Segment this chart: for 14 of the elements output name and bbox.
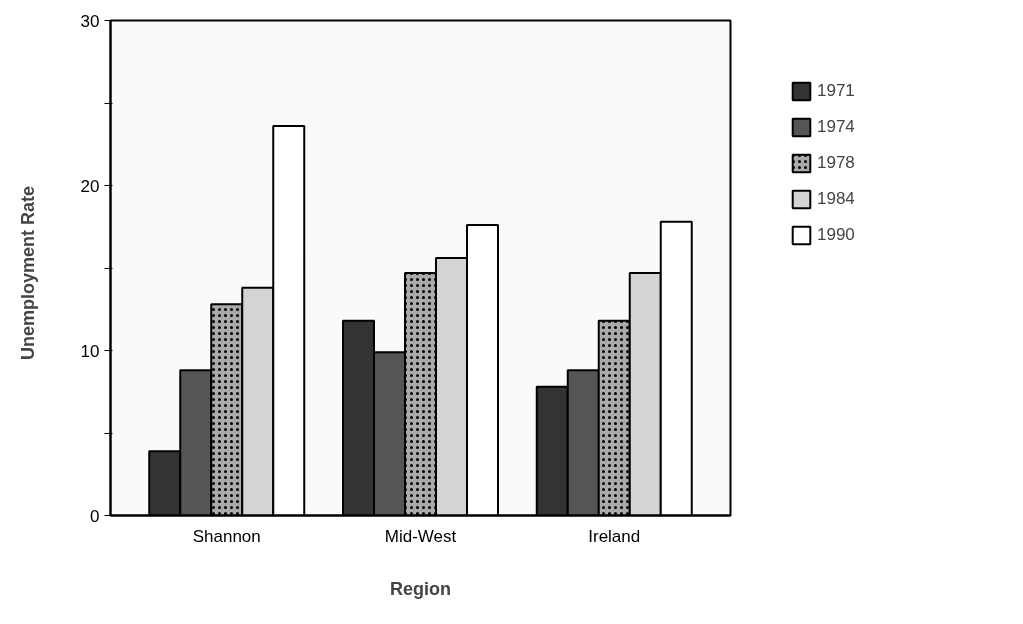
- y-tick-label: 20: [80, 176, 100, 196]
- y-tick-label: 30: [80, 11, 100, 31]
- legend-label: 1974: [817, 117, 855, 137]
- x-tick-label: Ireland: [588, 526, 641, 546]
- y-axis-title: Unemployment Rate: [17, 185, 38, 361]
- x-tick-label: Shannon: [192, 526, 261, 546]
- y-tick-label: 10: [80, 341, 100, 361]
- x-axis-title: Region: [390, 578, 451, 599]
- y-tick-label: 0: [90, 506, 100, 526]
- legend-label: 1990: [817, 225, 855, 245]
- legend-label: 1978: [817, 153, 855, 173]
- legend-label: 1984: [817, 189, 855, 209]
- legend-label: 1971: [817, 81, 855, 101]
- x-tick-label: Mid-West: [384, 526, 457, 546]
